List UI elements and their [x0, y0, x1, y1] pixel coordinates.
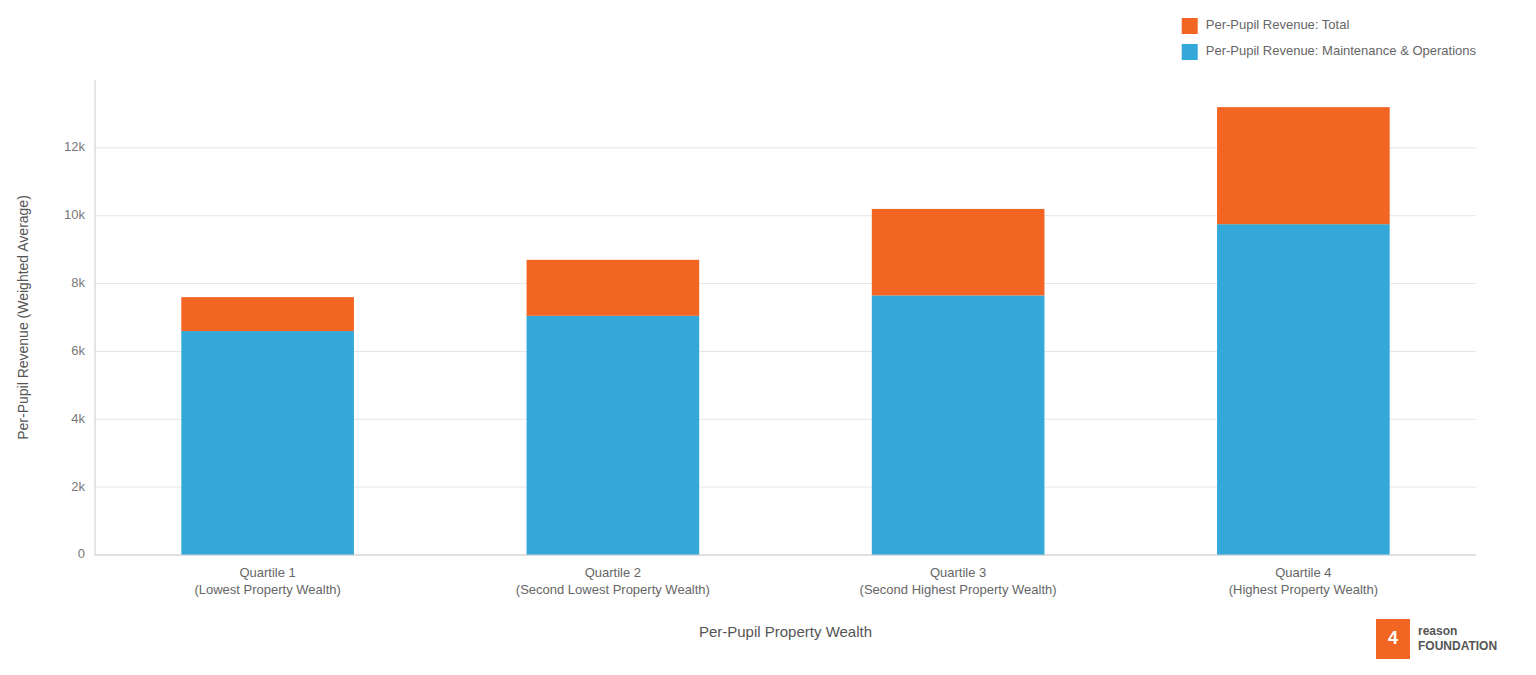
y-tick-label: 12k	[64, 139, 85, 154]
legend: Per-Pupil Revenue: Total Per-Pupil Revenu…	[1182, 17, 1477, 60]
logo-text-line: FOUNDATION	[1418, 639, 1497, 653]
x-tick-label-line: Quartile 4	[1275, 565, 1331, 580]
x-tick-label-line: (Second Lowest Property Wealth)	[516, 582, 710, 597]
bar-segment	[527, 316, 700, 555]
x-tick-label: Quartile 3 (Second Highest Property Wealt…	[860, 565, 1057, 597]
x-tick-label-line: (Highest Property Wealth)	[1229, 582, 1378, 597]
x-tick-label-line: Quartile 1	[239, 565, 295, 580]
y-axis-label: Per-Pupil Revenue (Weighted Average)	[15, 195, 31, 440]
x-axis: Quartile 1(Lowest Property Wealth)Quarti…	[95, 555, 1476, 597]
bar-segment	[1217, 224, 1390, 555]
legend-label: Per-Pupil Revenue: Total	[1206, 17, 1350, 32]
y-tick-label: 0	[78, 546, 85, 561]
y-tick-label: 4k	[71, 411, 85, 426]
y-tick-label: 8k	[71, 275, 85, 290]
bar-segment	[1217, 107, 1390, 224]
legend-swatch	[1182, 18, 1198, 34]
bar-segment	[527, 260, 700, 316]
y-axis-line	[95, 80, 96, 555]
bar-segment	[181, 297, 354, 331]
x-tick-label: Quartile 1 (Lowest Property Wealth)	[194, 565, 340, 597]
x-tick-label: Quartile 2 (Second Lowest Property Wealth…	[516, 565, 710, 597]
chart-svg: 0 2k 4k 6k 8k 10k 12k Per-Pupil Revenue (Weight…	[0, 0, 1536, 675]
y-tick-label: 6k	[71, 343, 85, 358]
y-tick-label: 2k	[71, 479, 85, 494]
logo: 4 reasonFOUNDATION	[1376, 619, 1497, 659]
logo-text-line: reason	[1418, 624, 1457, 638]
chart-container: 0 2k 4k 6k 8k 10k 12k Per-Pupil Revenue (Weight…	[0, 0, 1536, 675]
x-tick-label-line: (Lowest Property Wealth)	[194, 582, 340, 597]
x-tick-label-line: Quartile 2	[585, 565, 641, 580]
y-axis: 0 2k 4k 6k 8k 10k 12k	[64, 80, 95, 561]
x-axis-label: Per-Pupil Property Wealth	[699, 623, 872, 640]
bar-segment	[872, 295, 1045, 555]
grid-line	[95, 555, 1476, 556]
x-tick-label-line: (Second Highest Property Wealth)	[860, 582, 1057, 597]
logo-mark: 4	[1388, 628, 1398, 648]
bar-segment	[872, 209, 1045, 296]
x-tick-label: Quartile 4 (Highest Property Wealth)	[1229, 565, 1378, 597]
legend-swatch	[1182, 44, 1198, 60]
bars	[181, 107, 1389, 555]
x-tick-label-line: Quartile 3	[930, 565, 986, 580]
legend-label: Per-Pupil Revenue: Maintenance & Operati…	[1206, 43, 1477, 58]
logo-text: reasonFOUNDATION	[1418, 624, 1497, 653]
y-tick-label: 10k	[64, 207, 85, 222]
bar-segment	[181, 331, 354, 555]
logo-square	[1376, 619, 1410, 659]
x-axis-line	[95, 555, 1476, 556]
